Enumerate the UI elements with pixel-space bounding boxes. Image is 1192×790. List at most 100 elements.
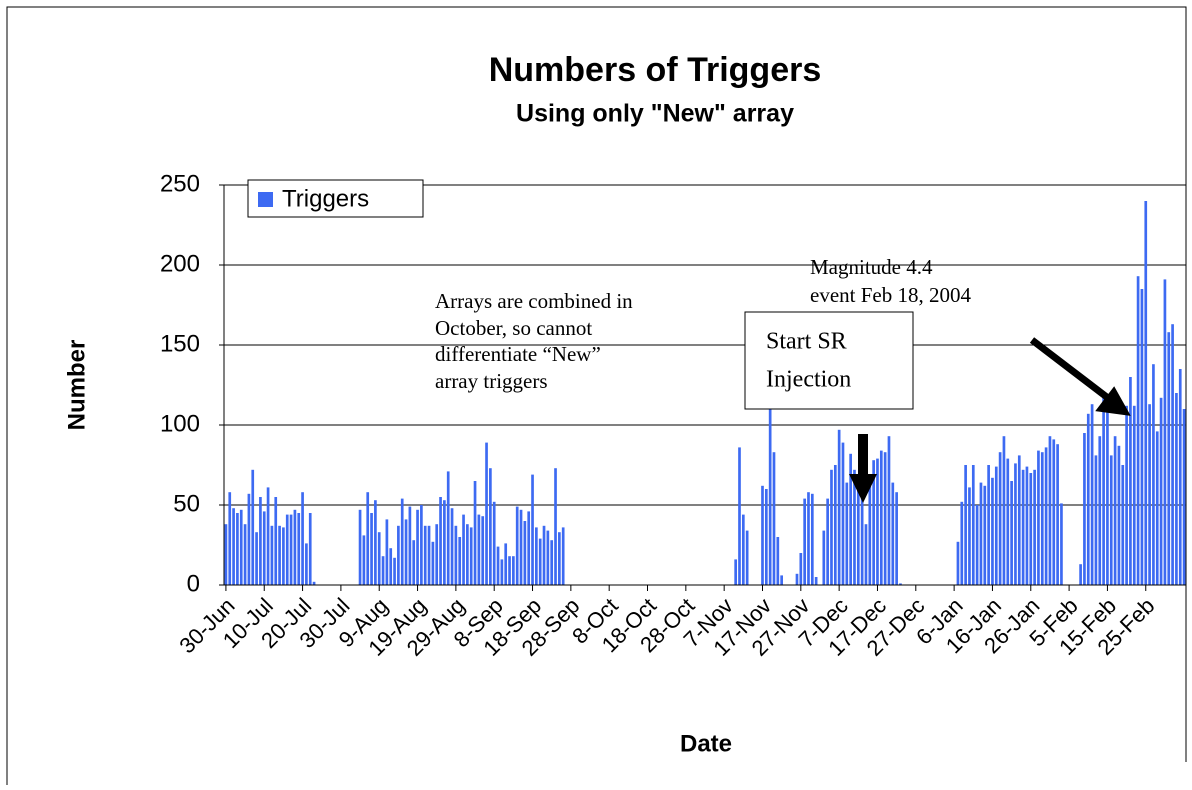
bar: [397, 525, 400, 585]
bar: [431, 541, 435, 585]
bar: [833, 465, 837, 585]
bar: [496, 546, 500, 585]
bar: [270, 525, 274, 585]
legend-label: Triggers: [282, 185, 369, 212]
bar: [278, 525, 281, 585]
bar: [772, 452, 776, 585]
bar: [462, 514, 465, 585]
y-tick-label: 50: [173, 490, 200, 517]
bar: [228, 492, 232, 585]
bar: [362, 535, 366, 585]
bar: [312, 581, 316, 585]
bar: [239, 509, 243, 585]
bar: [971, 465, 975, 585]
bar: [366, 492, 370, 585]
bar: [236, 513, 239, 585]
bar: [301, 492, 304, 585]
bar: [1140, 289, 1144, 585]
bar: [377, 532, 381, 585]
bar: [891, 482, 895, 585]
bar: [1025, 466, 1029, 585]
bar: [1159, 397, 1163, 585]
bar: [1060, 503, 1063, 585]
bar: [561, 527, 565, 585]
bar: [1086, 413, 1090, 585]
bar: [531, 474, 534, 585]
annotation-line: Magnitude 4.4: [810, 255, 933, 279]
bar: [1098, 436, 1102, 585]
bar: [1178, 369, 1182, 585]
bar: [538, 538, 542, 585]
bar: [768, 409, 772, 585]
bar: [370, 513, 373, 585]
y-axis-title: Number: [63, 340, 90, 431]
frame: [6, 6, 1187, 785]
bar: [385, 519, 389, 585]
bar: [262, 511, 266, 585]
bar: [1121, 465, 1125, 585]
bar: [454, 525, 458, 585]
bar: [500, 559, 504, 585]
y-tick-label: 100: [160, 410, 200, 437]
bar: [420, 505, 423, 585]
bar: [864, 524, 868, 585]
bar: [439, 497, 442, 585]
y-tick-label: 0: [187, 570, 200, 597]
chart-title: Numbers of Triggers: [489, 51, 822, 89]
bar: [795, 573, 799, 585]
bar: [266, 487, 270, 585]
annotation-arrays: Arrays are combined in October, so canno…: [435, 289, 633, 393]
bar: [508, 556, 511, 585]
bar: [738, 447, 741, 585]
bar: [515, 506, 519, 585]
bar: [274, 497, 278, 585]
bar: [1152, 364, 1155, 585]
bar: [489, 468, 492, 585]
bar: [1167, 332, 1171, 585]
bar: [1083, 433, 1086, 585]
bar: [473, 481, 477, 585]
bar: [872, 460, 875, 585]
bar: [1129, 377, 1132, 585]
bar: [830, 469, 833, 585]
bar: [523, 521, 527, 585]
x-axis-title: Date: [680, 730, 732, 757]
bar: [243, 524, 247, 585]
bar: [964, 465, 967, 585]
bar: [1033, 469, 1036, 585]
bar: [899, 583, 902, 585]
bar: [282, 527, 285, 585]
bar: [761, 485, 764, 585]
bar: [1006, 458, 1010, 585]
bar: [1136, 276, 1140, 585]
bar: [1132, 405, 1136, 585]
bar: [1010, 481, 1013, 585]
bar: [1044, 447, 1048, 585]
bar: [1113, 436, 1117, 585]
bar: [251, 469, 255, 585]
bar: [803, 498, 806, 585]
bar: [860, 476, 864, 585]
bar: [1021, 469, 1025, 585]
bar: [558, 532, 561, 585]
bar: [554, 468, 557, 585]
arrow-down: [849, 434, 877, 503]
bar: [764, 489, 768, 585]
bar: [512, 556, 515, 585]
bar: [481, 516, 485, 585]
bar: [492, 501, 496, 585]
bar: [542, 525, 546, 585]
bar: [247, 493, 251, 585]
bar: [1048, 436, 1052, 585]
bar: [408, 506, 412, 585]
bar: [845, 482, 849, 585]
bar: [389, 548, 393, 585]
bar: [308, 513, 312, 585]
bar: [519, 509, 523, 585]
legend-swatch: [258, 192, 273, 207]
bar: [535, 527, 538, 585]
bar: [458, 537, 462, 585]
bar: [975, 505, 979, 585]
bar: [1175, 393, 1178, 585]
bar: [837, 429, 841, 585]
